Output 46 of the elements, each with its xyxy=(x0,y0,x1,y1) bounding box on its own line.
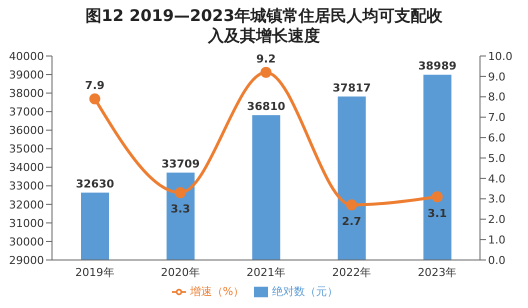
y2-tick-label: 1.0 xyxy=(488,234,506,247)
y-tick-label: 37000 xyxy=(9,106,44,119)
y2-tick-label: 9.0 xyxy=(488,70,506,84)
data-label: 38989 xyxy=(418,60,457,73)
point xyxy=(260,66,272,78)
chart-title: 图12 2019—2023年城镇常住居民人均可支配收入及其增长速度 xyxy=(84,5,444,46)
point xyxy=(346,199,358,210)
y-tick-label: 31000 xyxy=(9,216,44,230)
legend-label: 绝对数（元） xyxy=(272,285,338,298)
data-label: 32630 xyxy=(76,178,114,191)
point xyxy=(89,93,100,104)
y-tick-label: 40000 xyxy=(9,50,44,63)
y2-tick-label: 7.0 xyxy=(488,111,506,124)
data-label: 36810 xyxy=(247,100,286,114)
x-tick-label: 2022年 xyxy=(332,266,372,279)
y2-tick-label: 0.0 xyxy=(488,254,506,267)
x-tick-label: 2023年 xyxy=(418,266,457,279)
x-tick-label: 2019年 xyxy=(75,266,114,279)
point xyxy=(174,187,186,198)
y-tick-label: 39000 xyxy=(9,68,44,82)
data-label: 2.7 xyxy=(342,214,362,228)
y-tick-label: 35000 xyxy=(9,142,44,156)
y-tick-label: 29000 xyxy=(9,254,44,267)
data-label: 3.1 xyxy=(427,206,447,220)
y-tick-label: 32000 xyxy=(9,198,44,212)
data-label: 33709 xyxy=(161,158,200,171)
data-label: 3.3 xyxy=(170,202,190,216)
data-label: 7.9 xyxy=(85,78,105,92)
y-tick-label: 36000 xyxy=(9,124,44,138)
y2-tick-label: 6.0 xyxy=(488,132,506,145)
point xyxy=(432,191,443,202)
data-label: 37817 xyxy=(332,81,371,94)
y-tick-label: 38000 xyxy=(9,86,44,100)
y2-tick-label: 5.0 xyxy=(488,152,506,165)
y2-tick-label: 4.0 xyxy=(488,172,506,186)
legend-label: 增速（%） xyxy=(190,285,244,298)
y-tick-label: 34000 xyxy=(9,161,44,174)
y2-tick-label: 8.0 xyxy=(488,90,506,104)
y-tick-label: 30000 xyxy=(9,235,44,248)
y2-tick-label: 2.0 xyxy=(488,213,506,226)
y2-tick-label: 3.0 xyxy=(488,192,506,206)
y-tick-label: 33000 xyxy=(9,180,44,193)
y2-tick-label: 10.0 xyxy=(488,50,512,63)
data-label: 9.2 xyxy=(256,52,276,66)
x-tick-label: 2020年 xyxy=(160,266,200,279)
x-tick-label: 2021年 xyxy=(246,266,286,279)
